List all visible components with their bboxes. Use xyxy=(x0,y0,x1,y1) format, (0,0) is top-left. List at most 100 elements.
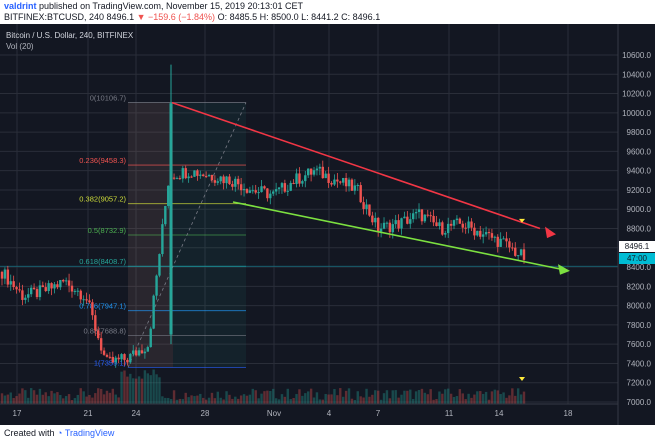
volume-bar xyxy=(426,394,429,404)
volume-bar xyxy=(35,394,39,404)
volume-bar xyxy=(76,394,80,404)
volume-bar xyxy=(213,398,217,404)
candle-body xyxy=(228,176,231,185)
candle-body xyxy=(295,173,298,184)
volume-bar xyxy=(484,391,488,404)
tradingview-link[interactable]: TradingView xyxy=(64,428,115,438)
volume-bar xyxy=(225,391,228,404)
candle-body xyxy=(339,181,342,183)
candle-body xyxy=(204,176,208,178)
volume-bar xyxy=(362,397,365,404)
candle-body xyxy=(470,221,473,228)
candle-body xyxy=(505,238,508,242)
volume-bar xyxy=(9,392,12,404)
header-bar: valdrint published on TradingView.com, N… xyxy=(0,0,655,24)
y-tick-label: 7800.0 xyxy=(627,321,652,330)
candle-body xyxy=(199,174,202,176)
candle-body xyxy=(102,350,106,355)
y-tick-label: 8000.0 xyxy=(627,302,652,311)
volume-bar xyxy=(73,398,77,404)
candle-body xyxy=(417,209,421,213)
price-change: ▼ −159.6 (−1.84%) xyxy=(136,12,216,22)
y-tick-label: 9600.0 xyxy=(627,147,652,156)
volume-bar xyxy=(172,390,176,404)
candle-body xyxy=(88,300,91,303)
candle-body xyxy=(522,249,526,260)
candle-body xyxy=(187,176,190,179)
fib-level-label: 1(7359.1) xyxy=(94,358,127,367)
volume-bar xyxy=(178,398,182,404)
candle-body xyxy=(289,182,292,191)
volume-bar xyxy=(91,397,94,404)
volume-bar xyxy=(254,390,257,404)
author-link[interactable]: valdrint xyxy=(4,1,37,11)
candle-body xyxy=(79,290,82,300)
volume-bar xyxy=(266,390,269,404)
volume-bar xyxy=(476,391,479,404)
volume-bar xyxy=(470,397,473,404)
candle-body xyxy=(155,275,158,296)
volume-bar xyxy=(70,399,74,404)
volume-bar xyxy=(385,390,389,404)
candle-body xyxy=(70,285,74,292)
volume-bar xyxy=(479,391,482,404)
candle-body xyxy=(385,222,389,224)
x-tick-label: 4 xyxy=(327,409,332,418)
candle-body xyxy=(333,179,336,185)
volume-bar xyxy=(344,390,348,404)
volume-bar xyxy=(336,395,339,404)
y-tick-label: 8200.0 xyxy=(627,282,652,291)
candle-body xyxy=(429,215,432,217)
candle-body xyxy=(438,222,441,227)
y-tick-label: 9400.0 xyxy=(627,167,652,176)
volume-bar xyxy=(382,393,386,404)
volume-bar xyxy=(347,388,351,404)
volume-bar xyxy=(29,388,33,404)
volume-bar xyxy=(181,399,185,404)
candle-body xyxy=(376,217,380,232)
candle-body xyxy=(496,236,499,247)
candle-body xyxy=(277,187,281,190)
event-marker-icon xyxy=(519,377,525,381)
candle-body xyxy=(38,285,42,298)
candle-body xyxy=(210,174,214,181)
volume-bar xyxy=(490,391,494,404)
volume-bar xyxy=(231,398,234,404)
volume-bar xyxy=(330,394,333,404)
volume-bar xyxy=(123,370,126,404)
candle-body xyxy=(414,212,418,214)
volume-bar xyxy=(67,394,71,404)
price-chart[interactable]: 0(10106.7) 0.236(9458.3) 0.382(9057.2) 0.5(… xyxy=(0,24,655,425)
volume-bar xyxy=(216,391,219,404)
volume-bar xyxy=(146,373,150,404)
volume-bar xyxy=(158,377,161,404)
y-tick-label: 7200.0 xyxy=(627,379,652,388)
volume-bar xyxy=(272,388,275,404)
volume-bar xyxy=(414,391,418,404)
volume-bar xyxy=(341,396,345,404)
y-tick-label: 10400.0 xyxy=(622,70,651,79)
candle-body xyxy=(175,178,179,180)
volume-bar xyxy=(350,398,354,404)
candlesticks xyxy=(0,64,526,368)
volume-bar xyxy=(24,390,27,404)
candle-body xyxy=(391,224,394,233)
candle-body xyxy=(172,177,176,179)
volume-bar xyxy=(473,394,476,404)
candle-body xyxy=(272,191,275,194)
candle-body xyxy=(379,228,383,232)
candle-body xyxy=(519,249,523,256)
candle-body xyxy=(441,222,444,235)
volume-bar xyxy=(324,394,327,404)
volume-bar xyxy=(85,396,88,404)
volume-bar xyxy=(309,388,313,404)
candle-body xyxy=(120,354,123,360)
volume-bar xyxy=(388,398,392,404)
volume-bar xyxy=(242,394,246,404)
candle-body xyxy=(129,353,132,363)
volume-bar xyxy=(429,389,432,404)
volume-bar xyxy=(514,395,517,404)
candle-body xyxy=(304,175,307,182)
volume-bar xyxy=(519,394,523,404)
candle-body xyxy=(164,205,167,225)
